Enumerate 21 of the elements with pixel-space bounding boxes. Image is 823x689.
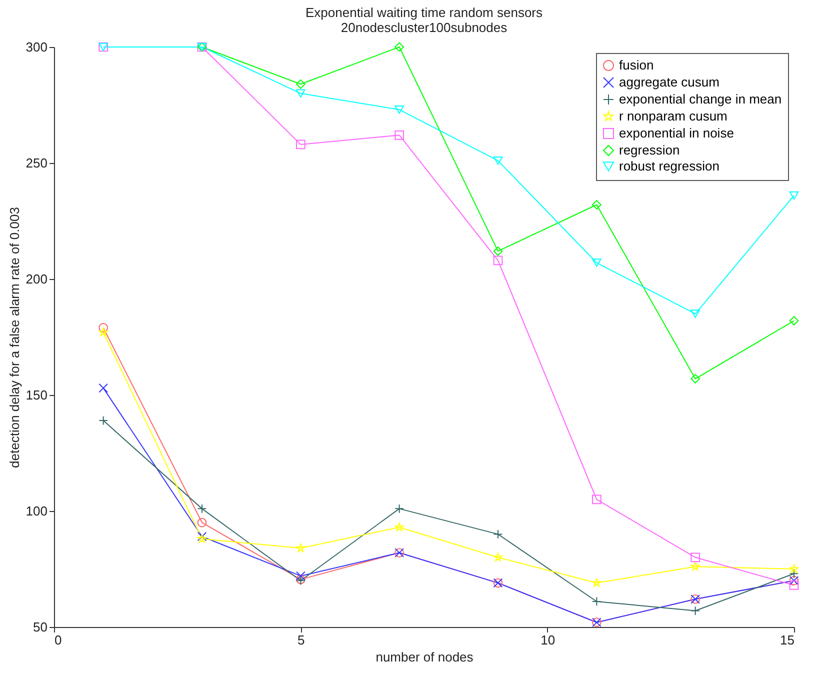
legend-label: r nonparam cusum <box>619 108 728 124</box>
x-tick-label: 0 <box>54 632 62 648</box>
x-tick-label: 10 <box>540 632 556 648</box>
y-tick-label: 100 <box>26 504 48 518</box>
chart-subtitle: 20nodescluster100subnodes <box>340 20 508 35</box>
y-tick-label: 300 <box>26 40 48 54</box>
x-axis-title: number of nodes <box>376 650 474 664</box>
legend-label: regression <box>619 142 680 158</box>
y-tick-label: 200 <box>26 272 48 286</box>
legend-label: fusion <box>619 58 654 72</box>
legend-label: aggregate cusum <box>619 74 720 90</box>
y-tick-label: 50 <box>33 620 48 634</box>
legend-label: exponential in noise <box>619 126 734 140</box>
chart-title: Exponential waiting time random sensors <box>305 4 543 20</box>
y-axis-title: detection delay for a false alarm rate of 0.003 <box>6 207 22 468</box>
x-tick-label: 15 <box>780 632 794 648</box>
x-tick-label: 5 <box>298 632 305 648</box>
y-tick-label: 250 <box>26 156 48 170</box>
y-tick-label: 150 <box>26 388 48 402</box>
legend-label: robust regression <box>619 158 720 174</box>
legend-label: exponential change in mean <box>619 92 782 106</box>
